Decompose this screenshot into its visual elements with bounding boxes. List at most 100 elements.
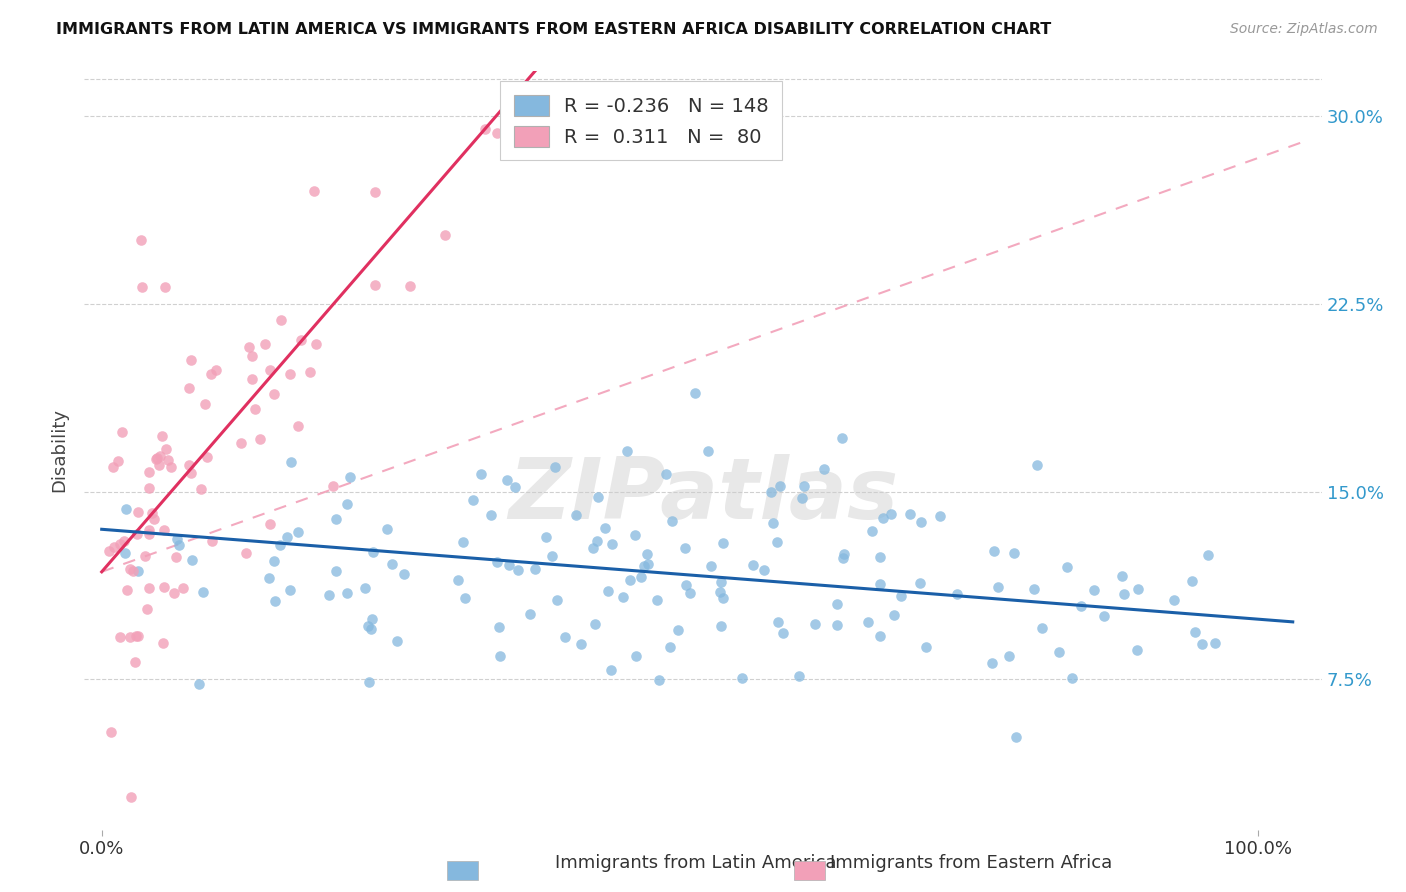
Point [131, 279, 153, 293]
Point [354, 581, 377, 595]
Point [103, 459, 125, 474]
Point [998, 648, 1021, 663]
Point [259, 362, 281, 376]
Point [148, 449, 170, 463]
Point [360, 612, 382, 626]
Point [666, 623, 689, 637]
Point [658, 640, 681, 654]
Point [832, 547, 855, 561]
Point [453, 591, 475, 605]
Point [108, 630, 131, 644]
Point [910, 515, 932, 529]
Point [110, 537, 132, 551]
Point [1056, 559, 1078, 574]
Point [600, 537, 623, 551]
Point [287, 418, 309, 433]
Point [710, 619, 733, 633]
Point [980, 657, 1002, 671]
Point [142, 511, 165, 525]
Point [153, 580, 176, 594]
Point [361, 545, 384, 559]
Point [489, 649, 512, 664]
Point [470, 467, 492, 482]
Point [204, 363, 226, 377]
Point [322, 479, 344, 493]
Point [135, 601, 157, 615]
Point [519, 607, 541, 622]
Point [290, 333, 312, 347]
Point [263, 554, 285, 568]
Point [1163, 592, 1185, 607]
Point [433, 228, 456, 243]
Point [138, 523, 160, 537]
Point [546, 593, 568, 607]
Point [856, 615, 879, 629]
Point [616, 444, 638, 458]
Point [869, 630, 891, 644]
Point [180, 553, 202, 567]
Text: IMMIGRANTS FROM LATIN AMERICA VS IMMIGRANTS FROM EASTERN AFRICA DISABILITY CORRE: IMMIGRANTS FROM LATIN AMERICA VS IMMIGRA… [56, 22, 1052, 37]
Point [190, 483, 212, 497]
Point [624, 528, 647, 542]
Y-axis label: Disability: Disability [51, 409, 69, 492]
Point [540, 549, 562, 563]
Point [655, 467, 678, 481]
Point [813, 462, 835, 476]
Point [768, 615, 790, 629]
Point [180, 466, 202, 480]
Point [263, 387, 285, 401]
Point [479, 508, 502, 523]
Point [860, 524, 883, 539]
Point [624, 648, 647, 663]
Point [392, 566, 415, 581]
Point [759, 485, 782, 500]
Point [946, 587, 969, 601]
Point [1031, 621, 1053, 635]
Point [554, 630, 576, 644]
Point [485, 126, 508, 140]
Point [1047, 645, 1070, 659]
Point [619, 573, 641, 587]
Point [115, 501, 138, 516]
Point [138, 481, 160, 495]
Point [100, 725, 122, 739]
Point [134, 549, 156, 563]
Point [486, 555, 509, 569]
Point [127, 629, 149, 643]
Point [318, 588, 340, 602]
Point [145, 451, 167, 466]
Point [259, 516, 281, 531]
Point [787, 668, 810, 682]
Point [302, 184, 325, 198]
Point [645, 592, 668, 607]
Point [146, 451, 169, 466]
Point [496, 473, 519, 487]
Point [506, 563, 529, 577]
Point [697, 444, 720, 458]
Point [709, 584, 731, 599]
Point [752, 563, 775, 577]
Point [325, 512, 347, 526]
Point [387, 634, 409, 648]
Point [200, 534, 222, 549]
Point [155, 279, 177, 293]
Point [270, 313, 292, 327]
Point [474, 122, 496, 136]
Point [124, 655, 146, 669]
Point [803, 617, 825, 632]
Point [264, 594, 287, 608]
Point [194, 397, 217, 411]
Point [534, 530, 557, 544]
Point [647, 673, 669, 687]
Point [167, 538, 190, 552]
Point [1181, 574, 1204, 589]
Point [254, 337, 277, 351]
Point [298, 365, 321, 379]
Point [156, 453, 179, 467]
Point [569, 638, 592, 652]
Point [152, 636, 174, 650]
Point [1204, 636, 1226, 650]
Point [122, 564, 145, 578]
Point [769, 479, 792, 493]
Point [1092, 609, 1115, 624]
